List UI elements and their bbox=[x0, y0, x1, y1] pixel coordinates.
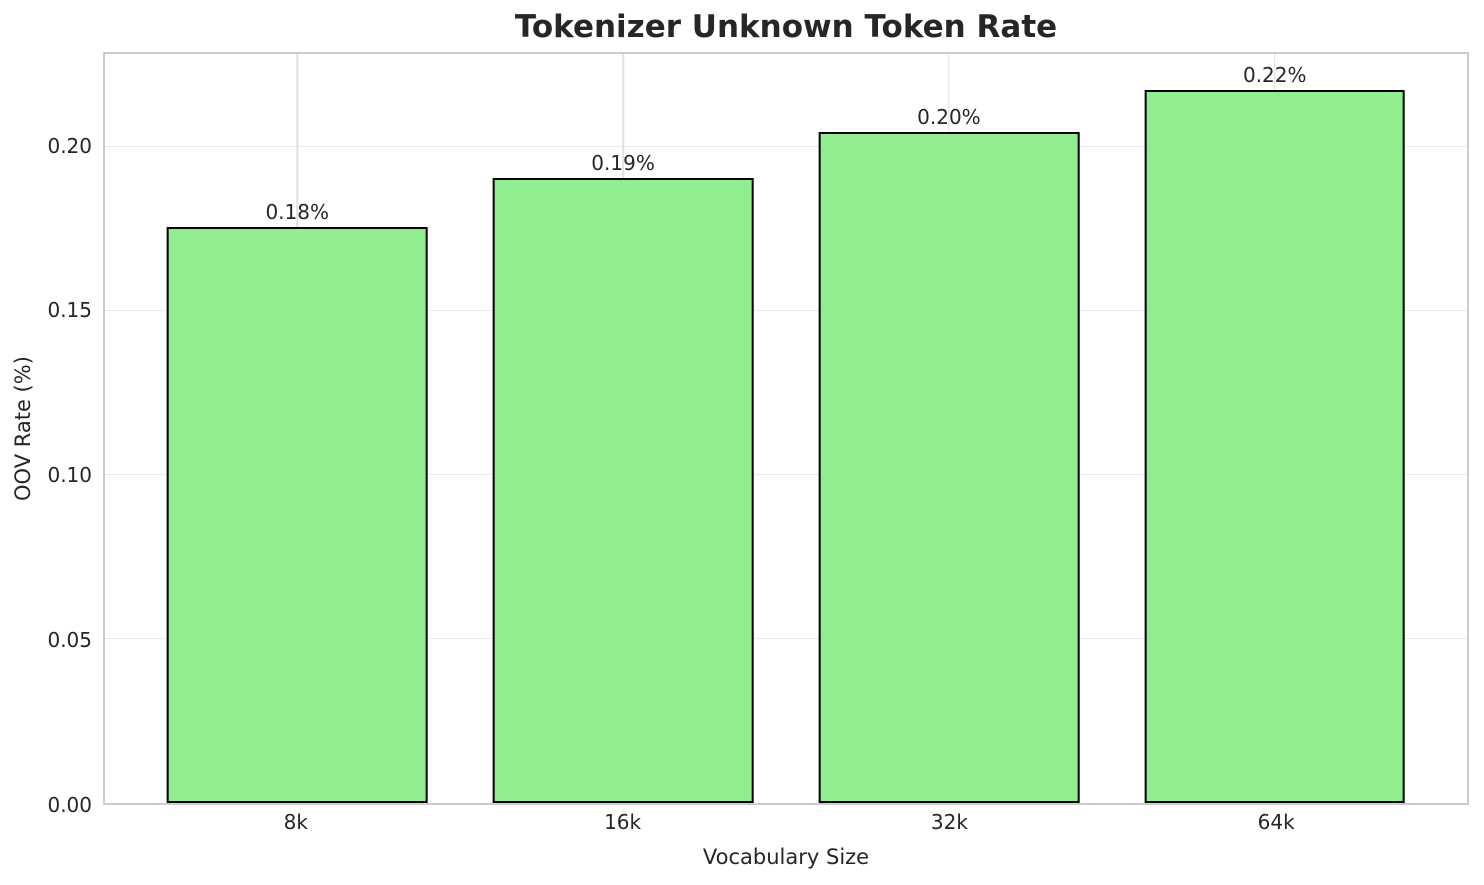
bar-labels-layer: 0.18% 0.19% 0.20% 0.22% bbox=[105, 54, 1467, 803]
horizontal-gridline bbox=[105, 145, 1467, 148]
y-tick-label: 0.05 bbox=[47, 628, 92, 653]
y-tick-label: 0.10 bbox=[47, 463, 92, 488]
bar-16k bbox=[492, 178, 754, 803]
bar-value-label: 0.19% bbox=[591, 151, 655, 176]
x-axis-ticks: 8k 16k 32k 64k bbox=[103, 810, 1469, 836]
chart-title: Tokenizer Unknown Token Rate bbox=[514, 9, 1058, 45]
bar-32k bbox=[818, 132, 1080, 803]
x-axis-label: Vocabulary Size bbox=[702, 845, 870, 869]
y-tick-label: 0.00 bbox=[47, 793, 92, 817]
y-tick-label: 0.20 bbox=[47, 133, 92, 158]
y-axis-ticks: 0.00 0.05 0.10 0.15 0.20 bbox=[0, 52, 92, 815]
bar-64k bbox=[1144, 89, 1406, 803]
x-tick-label-16k: 16k bbox=[604, 810, 642, 834]
horizontal-gridline bbox=[105, 473, 1467, 476]
bar-value-label: 0.22% bbox=[1242, 62, 1307, 87]
x-tick-label-64k: 64k bbox=[1257, 810, 1295, 834]
y-tick-label: 0.15 bbox=[47, 298, 92, 323]
bar-value-label: 0.18% bbox=[265, 200, 330, 225]
horizontal-gridline bbox=[105, 309, 1467, 312]
bar-8k bbox=[166, 227, 428, 803]
x-tick-label-8k: 8k bbox=[283, 810, 308, 834]
x-tick-label-32k: 32k bbox=[930, 810, 968, 834]
horizontal-gridline bbox=[105, 637, 1467, 640]
bar-value-label: 0.20% bbox=[917, 105, 981, 130]
y-axis-label: OOV Rate (%) bbox=[11, 356, 35, 501]
plot-area: 0.18% 0.19% 0.20% 0.22% bbox=[103, 52, 1469, 805]
bars-layer bbox=[105, 54, 1467, 803]
